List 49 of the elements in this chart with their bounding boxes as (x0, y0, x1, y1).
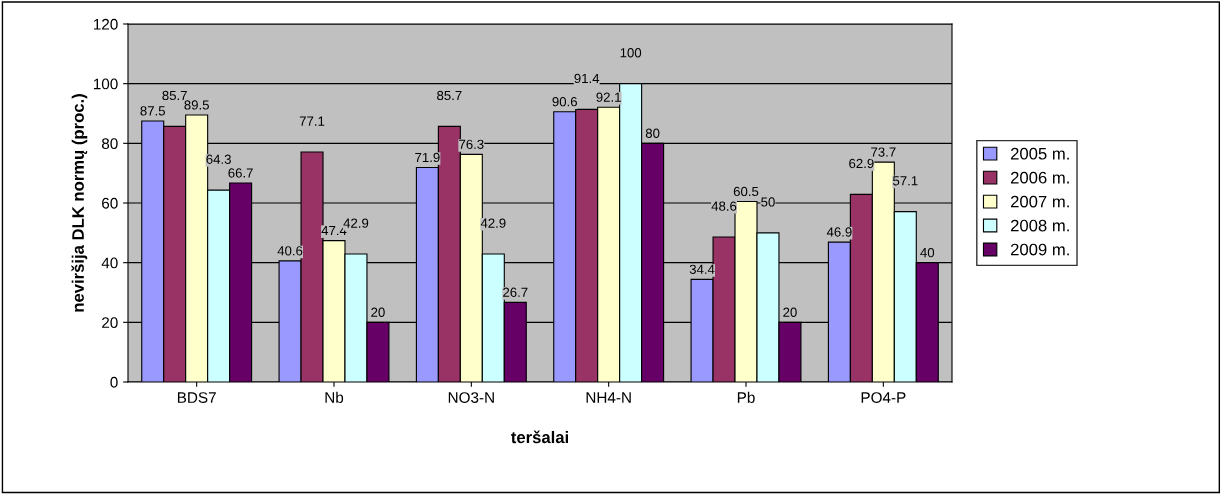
data-label: 89.5 (184, 100, 209, 110)
data-label: 76.3 (459, 139, 484, 149)
data-label: 90.6 (552, 96, 577, 107)
data-label: 85.7 (162, 90, 187, 101)
y-tick-label: 60 (102, 197, 118, 209)
y-axis-title: neviršija DLK normų (proc.) (71, 94, 88, 312)
x-tick-label: Nb (325, 391, 344, 403)
data-label: 26.7 (503, 287, 528, 297)
data-label: 71.9 (415, 152, 440, 163)
legend-label: 2006 m. (1010, 171, 1069, 184)
x-tick-label: NO3-N (448, 392, 494, 403)
data-label: 73.7 (871, 147, 896, 157)
x-tick-label: BDS7 (177, 392, 216, 403)
data-label: 62.9 (849, 158, 874, 169)
y-tick-label: 20 (102, 317, 118, 329)
legend-label: 2008 m. (1010, 219, 1069, 232)
data-label: 60.5 (733, 186, 759, 197)
y-tick-label: 100 (93, 78, 118, 90)
y-tick-label: 0 (110, 376, 118, 388)
data-label: 42.9 (343, 218, 369, 228)
data-label: 40 (920, 247, 935, 258)
data-label: 20 (371, 307, 385, 317)
data-label: 85.7 (437, 90, 462, 101)
y-tick-label: 120 (93, 18, 118, 30)
data-label: 91.4 (574, 73, 600, 84)
x-tick-label: PO4-P (861, 392, 906, 403)
data-label: 46.9 (826, 227, 852, 237)
data-label: 80 (645, 128, 660, 138)
y-tick-label: 80 (101, 138, 118, 150)
legend-label: 2009 m. (1010, 243, 1069, 256)
data-label: 20 (783, 307, 797, 317)
x-axis-title: teršalai (511, 430, 569, 444)
data-label: 48.6 (711, 201, 737, 211)
data-label: 87.5 (140, 106, 166, 116)
data-label: 66.7 (228, 168, 253, 178)
data-label: 64.3 (206, 154, 231, 164)
x-tick-label: Pb (737, 391, 755, 403)
data-label: 34.4 (689, 264, 715, 274)
data-label: 50 (761, 197, 775, 207)
data-label: 57.1 (893, 176, 918, 186)
data-label: 40.6 (277, 246, 303, 256)
data-label: 77.1 (299, 116, 325, 126)
data-label: 92.1 (596, 92, 621, 102)
legend-label: 2007 m. (1010, 195, 1069, 208)
legend-label: 2005 m. (1010, 147, 1069, 160)
x-tick-label: NH4-N (586, 392, 631, 403)
y-tick-label: 40 (101, 257, 118, 269)
data-label: 100 (620, 48, 642, 58)
data-label: 42.9 (480, 218, 506, 228)
